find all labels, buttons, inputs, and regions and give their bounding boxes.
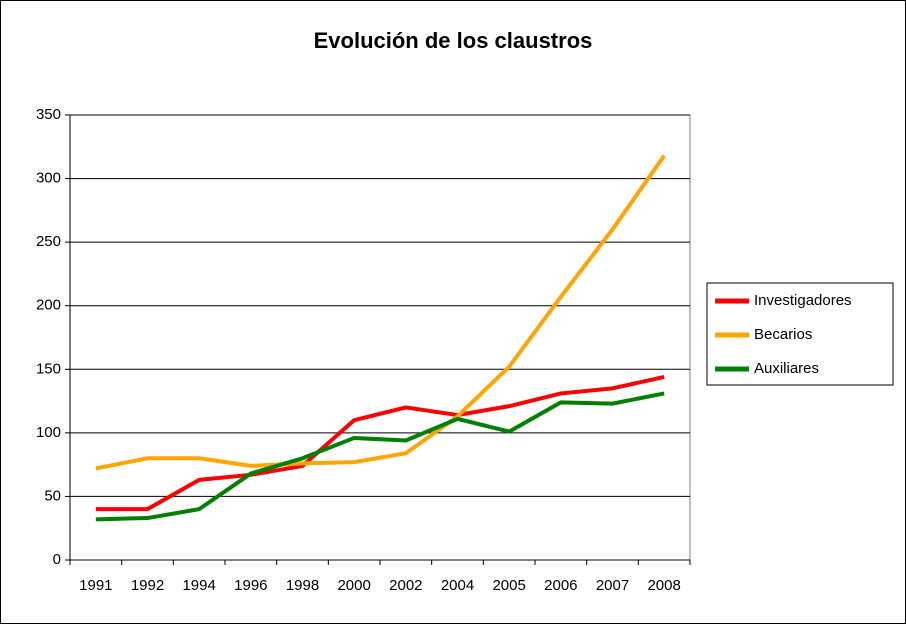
x-tick-label: 1992 [131, 577, 164, 594]
y-tick-label: 150 [36, 360, 61, 377]
y-tick-label: 250 [36, 233, 61, 250]
x-tick-label: 2005 [492, 577, 525, 594]
chart-title: Evolución de los claustros [314, 28, 593, 53]
x-tick-label: 2008 [647, 577, 680, 594]
y-tick-label: 300 [36, 170, 61, 187]
legend-label: Becarios [754, 326, 812, 343]
y-tick-label: 50 [44, 487, 61, 504]
y-tick-label: 200 [36, 297, 61, 314]
series-line [95, 391, 665, 522]
x-tick-label: 2004 [441, 577, 474, 594]
x-tick-label: 1991 [79, 577, 112, 594]
x-tick-label: 1998 [286, 577, 319, 594]
x-tick-label: 1996 [234, 577, 267, 594]
y-tick-label: 0 [53, 551, 61, 568]
x-tick-label: 2000 [337, 577, 370, 594]
series-line [95, 154, 666, 471]
x-tick-label: 2002 [389, 577, 422, 594]
plot-area [69, 114, 691, 561]
y-tick-label: 100 [36, 424, 61, 441]
x-tick-label: 2006 [544, 577, 577, 594]
series-line [95, 374, 665, 512]
legend-label: Investigadores [754, 292, 852, 309]
y-tick-label: 350 [36, 106, 61, 123]
x-tick-label: 1994 [182, 577, 215, 594]
legend-label: Auxiliares [754, 360, 819, 377]
x-tick-label: 2007 [596, 577, 629, 594]
